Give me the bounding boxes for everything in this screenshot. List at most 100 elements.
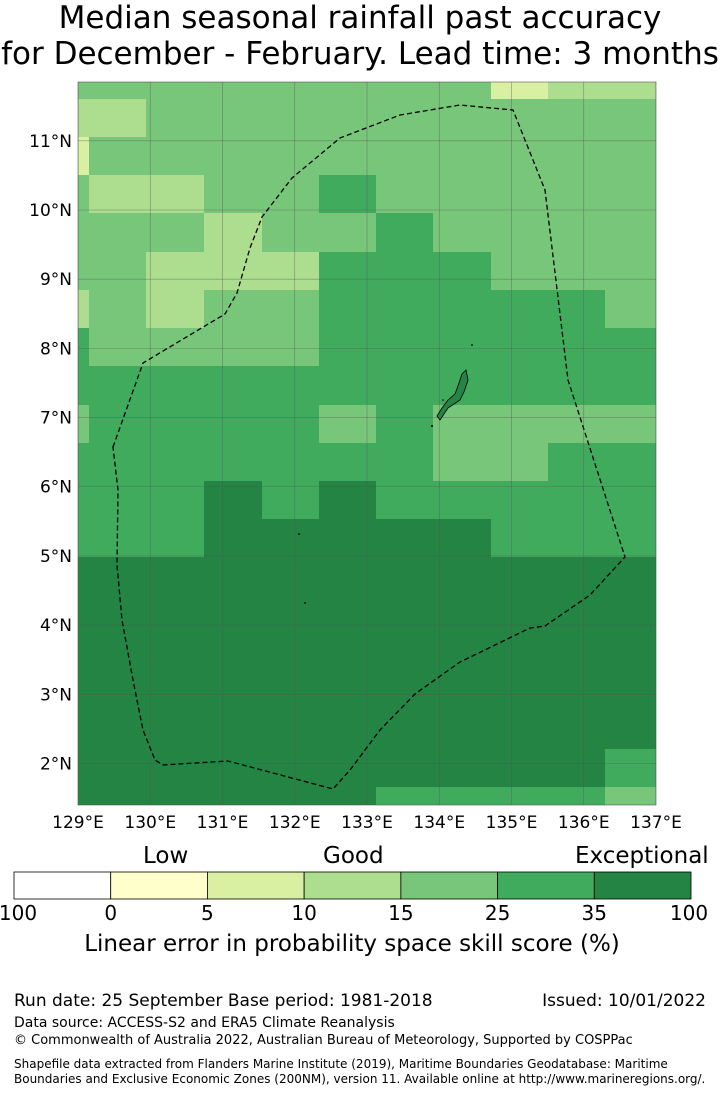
longitude-tick-label: 131°E xyxy=(197,813,249,833)
heatmap-cell xyxy=(89,405,320,444)
latitude-tick-label: 7°N xyxy=(40,409,72,429)
heatmap-cell xyxy=(319,405,377,444)
colorbar-tick-label: 5 xyxy=(201,901,214,925)
longitude-tick-label: 132°E xyxy=(269,813,321,833)
latitude-tick-label: 2°N xyxy=(40,754,72,774)
colorbar-category-low: Low xyxy=(143,843,189,869)
latitude-tick-label: 10°N xyxy=(29,201,72,221)
colorbar-swatch xyxy=(497,871,595,900)
heatmap-cell xyxy=(319,252,492,291)
heatmap-cell xyxy=(491,252,656,291)
islet xyxy=(304,602,306,604)
colorbar-tick-label: 0 xyxy=(104,901,117,925)
heatmap-cell xyxy=(262,213,377,253)
colorbar-title: Linear error in probability space skill … xyxy=(84,931,620,957)
heatmap-cell xyxy=(78,213,205,253)
heatmap-cell xyxy=(376,213,434,253)
heatmap-cell xyxy=(204,213,263,253)
heatmap-cell xyxy=(204,481,263,520)
latitude-tick-label: 8°N xyxy=(40,339,72,359)
colorbar-swatch xyxy=(593,871,692,900)
heatmap-cell xyxy=(376,175,656,214)
islet xyxy=(471,344,473,346)
heatmap-cell xyxy=(146,252,320,291)
heatmap-cell xyxy=(78,519,205,558)
islet xyxy=(442,399,444,401)
heatmap-cell xyxy=(78,99,147,138)
latitude-tick-label: 11°N xyxy=(29,132,72,152)
heatmap-cell xyxy=(605,787,656,805)
heatmap-cell xyxy=(491,519,656,558)
latitude-tick-label: 3°N xyxy=(40,685,72,705)
colorbar-category-good: Good xyxy=(323,843,384,869)
latitude-tick-label: 4°N xyxy=(40,616,72,636)
heatmap-cell xyxy=(78,82,492,100)
longitude-tick-label: 129°E xyxy=(52,813,104,833)
colorbar-tick-label: 100 xyxy=(670,901,708,925)
heatmap-cell xyxy=(78,443,434,482)
heatmap-cell xyxy=(89,137,656,176)
island-landmass xyxy=(436,369,469,421)
colorbar-swatch xyxy=(110,871,208,900)
longitude-tick-label: 134°E xyxy=(413,813,465,833)
heatmap-cell xyxy=(78,481,205,520)
heatmap-cell xyxy=(78,252,147,291)
graticule xyxy=(78,82,656,805)
heatmap-cell xyxy=(319,328,656,367)
heatmap-cell xyxy=(262,481,320,520)
heatmap-cell xyxy=(78,328,90,367)
heatmap-cell xyxy=(78,137,90,176)
longitude-tick-label: 136°E xyxy=(558,813,610,833)
colorbar-swatch xyxy=(13,871,112,900)
map-title-line-1: Median seasonal rainfall past accuracy xyxy=(58,0,662,36)
latitude-tick-label: 9°N xyxy=(40,270,72,290)
heatmap-cell xyxy=(78,290,90,329)
shapefile-attribution-line-1: Shapefile data extracted from Flanders M… xyxy=(14,1057,668,1071)
heatmap-cell xyxy=(433,405,656,444)
heatmap-cell xyxy=(204,175,320,214)
colorbar-tick-label: 15 xyxy=(388,901,413,925)
heatmap-cell xyxy=(376,405,434,444)
heatmap-cell xyxy=(319,175,377,214)
colorbar-swatch xyxy=(400,871,498,900)
map-frame xyxy=(77,81,657,806)
colorbar xyxy=(13,871,692,900)
heatmap-cell xyxy=(204,519,492,558)
heatmap-cell xyxy=(376,787,606,805)
heatmap-cell xyxy=(89,290,147,329)
colorbar-tick-label: 25 xyxy=(485,901,510,925)
colorbar-tick-label: 35 xyxy=(582,901,607,925)
colorbar-tick-labels: 100 0 5 10 15 25 35 100 xyxy=(0,901,708,925)
heatmap-cell xyxy=(491,82,549,100)
heatmap-cell xyxy=(433,213,656,253)
copyright-text: © Commonwealth of Australia 2022, Austra… xyxy=(14,1033,633,1048)
heatmap-cell xyxy=(548,443,656,482)
heatmap-cell xyxy=(319,290,606,329)
heatmap-cell xyxy=(433,443,549,482)
latitude-labels: 2°N 3°N 4°N 5°N 6°N 7°N 8°N 9°N 10°N 11°N xyxy=(29,132,72,775)
heatmap-cell xyxy=(78,787,377,805)
heatmap-cell xyxy=(78,749,606,788)
heatmap-cell xyxy=(628,82,656,100)
heatmap-cell xyxy=(89,328,320,367)
latitude-tick-label: 5°N xyxy=(40,547,72,567)
data-source-text: Data source: ACCESS-S2 and ERA5 Climate … xyxy=(14,1015,395,1031)
latitude-tick-label: 6°N xyxy=(40,478,72,498)
longitude-tick-label: 133°E xyxy=(341,813,393,833)
run-date-text: Run date: 25 September Base period: 1981… xyxy=(14,991,433,1011)
heatmap-cell xyxy=(78,405,90,444)
heatmap-cell xyxy=(548,82,629,100)
heatmap-cell xyxy=(78,175,90,214)
shapefile-attribution-line-2: Boundaries and Exclusive Economic Zones … xyxy=(14,1072,706,1086)
colorbar-swatch xyxy=(207,871,305,900)
longitude-labels: 129°E 130°E 131°E 132°E 133°E 134°E 135°E 136°E… xyxy=(52,813,682,833)
islet xyxy=(298,533,300,535)
longitude-tick-label: 137°E xyxy=(630,813,682,833)
colorbar-category-exceptional: Exceptional xyxy=(575,843,709,869)
colorbar-tick-label: 100 xyxy=(0,901,37,925)
longitude-tick-label: 130°E xyxy=(124,813,176,833)
colorbar-tick-label: 10 xyxy=(291,901,316,925)
heatmap-cell xyxy=(146,99,656,138)
colorbar-swatch xyxy=(303,871,402,900)
